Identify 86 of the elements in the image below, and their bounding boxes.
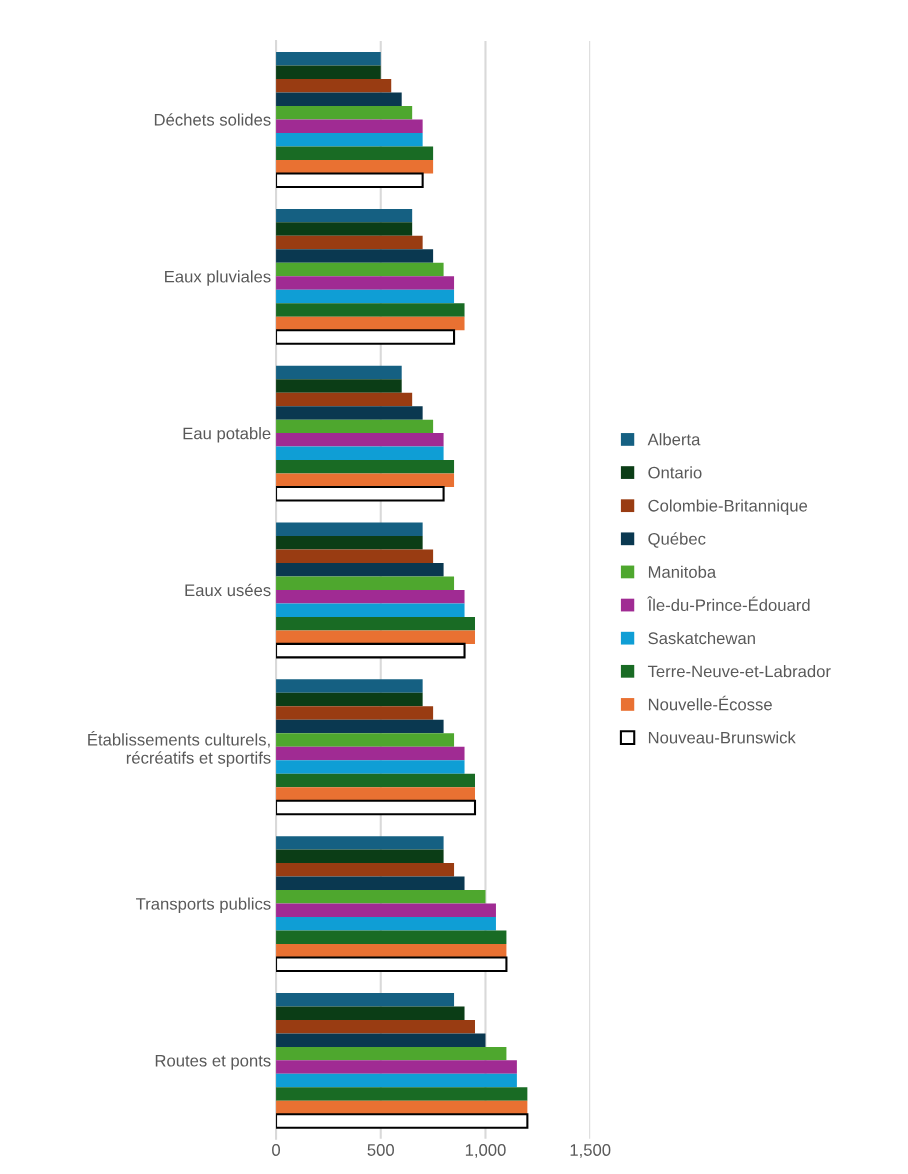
- bar: [276, 589, 465, 604]
- bar: [276, 706, 434, 720]
- bar: [276, 235, 423, 250]
- bar: [276, 1019, 476, 1034]
- bar: [276, 406, 423, 420]
- y-tick-label: Eaux usées: [185, 583, 271, 597]
- bar: [276, 446, 444, 461]
- bar: [276, 132, 423, 147]
- bar: [276, 146, 434, 160]
- y-tick-label: Établissements culturels, récréatifs et sportifs: [88, 730, 271, 768]
- y-tick-label: Eaux pluviales: [165, 270, 271, 286]
- bar: [276, 1006, 465, 1020]
- bar: [276, 642, 466, 659]
- bar: [276, 249, 434, 263]
- bar: [276, 65, 381, 80]
- bar: [276, 992, 455, 1007]
- bar: [276, 365, 402, 380]
- legend-label: Manitoba: [648, 565, 717, 578]
- bar: [276, 787, 476, 801]
- legend-label: Colombie-Britannique: [648, 499, 808, 515]
- bar: [276, 379, 402, 393]
- bar: [276, 903, 496, 918]
- bar: [276, 876, 465, 891]
- bar: [276, 836, 444, 850]
- x-tick-label: 500: [367, 1144, 395, 1156]
- bar: [276, 208, 413, 223]
- bar: [276, 433, 444, 447]
- legend-label: Alberta: [647, 433, 701, 446]
- bar: [276, 522, 423, 536]
- bar: [276, 746, 465, 761]
- legend-label: Saskatchewan: [648, 631, 755, 645]
- bar: [276, 262, 444, 277]
- bar: [276, 773, 476, 788]
- bar: [276, 92, 402, 107]
- y-tick-label: Transports publics: [136, 897, 271, 914]
- y-tick-label: Routes et ponts: [155, 1054, 271, 1070]
- bar: [276, 303, 465, 317]
- bar: [276, 172, 424, 188]
- bar: [276, 760, 465, 774]
- y-tick-label: Eau potable: [183, 427, 271, 443]
- bar: [276, 890, 486, 904]
- bar: [276, 1060, 517, 1074]
- bar: [276, 119, 423, 133]
- y-tick-label: Déchets solides: [154, 113, 271, 126]
- bar: [276, 1033, 486, 1047]
- bar: [276, 679, 423, 693]
- bar: [276, 222, 413, 236]
- bar: [276, 603, 465, 617]
- x-tick-label: 1,500: [570, 1144, 611, 1158]
- bar: [276, 863, 455, 877]
- bar: [276, 392, 413, 407]
- x-tick-label: 0: [272, 1144, 281, 1156]
- bar: [276, 1073, 517, 1088]
- bar: [276, 849, 444, 864]
- bar: [276, 106, 413, 120]
- bar: [276, 535, 423, 550]
- bar: [276, 799, 477, 816]
- bar: [276, 1046, 507, 1061]
- bar: [276, 733, 455, 747]
- legend-label: Île-du-Prince-Édouard: [647, 596, 810, 612]
- bar: [276, 630, 476, 644]
- x-tick-label: 1,000: [465, 1144, 506, 1158]
- bar: [276, 917, 496, 931]
- bar: [276, 486, 445, 502]
- legend-label: Ontario: [648, 466, 702, 479]
- legend-label: Nouvelle-Écosse: [648, 695, 772, 711]
- legend-label: Nouveau-Brunswick: [648, 731, 796, 744]
- bar: [276, 930, 507, 945]
- bar: [276, 692, 423, 707]
- bar: [276, 1087, 528, 1101]
- bar: [276, 562, 444, 577]
- bar: [276, 419, 434, 434]
- bar: [276, 329, 456, 345]
- bar: [276, 289, 455, 304]
- bar: [276, 79, 392, 93]
- legend-label: Terre-Neuve-et-Labrador: [647, 665, 831, 678]
- bar: [276, 576, 455, 590]
- bar: [276, 549, 434, 563]
- bar: [276, 719, 444, 734]
- bar: [276, 460, 455, 474]
- bar: [276, 1113, 529, 1129]
- bar: [276, 956, 508, 973]
- bar: [276, 52, 381, 66]
- bar: [276, 276, 455, 290]
- legend-label: Québec: [648, 532, 706, 548]
- bar: [276, 616, 476, 631]
